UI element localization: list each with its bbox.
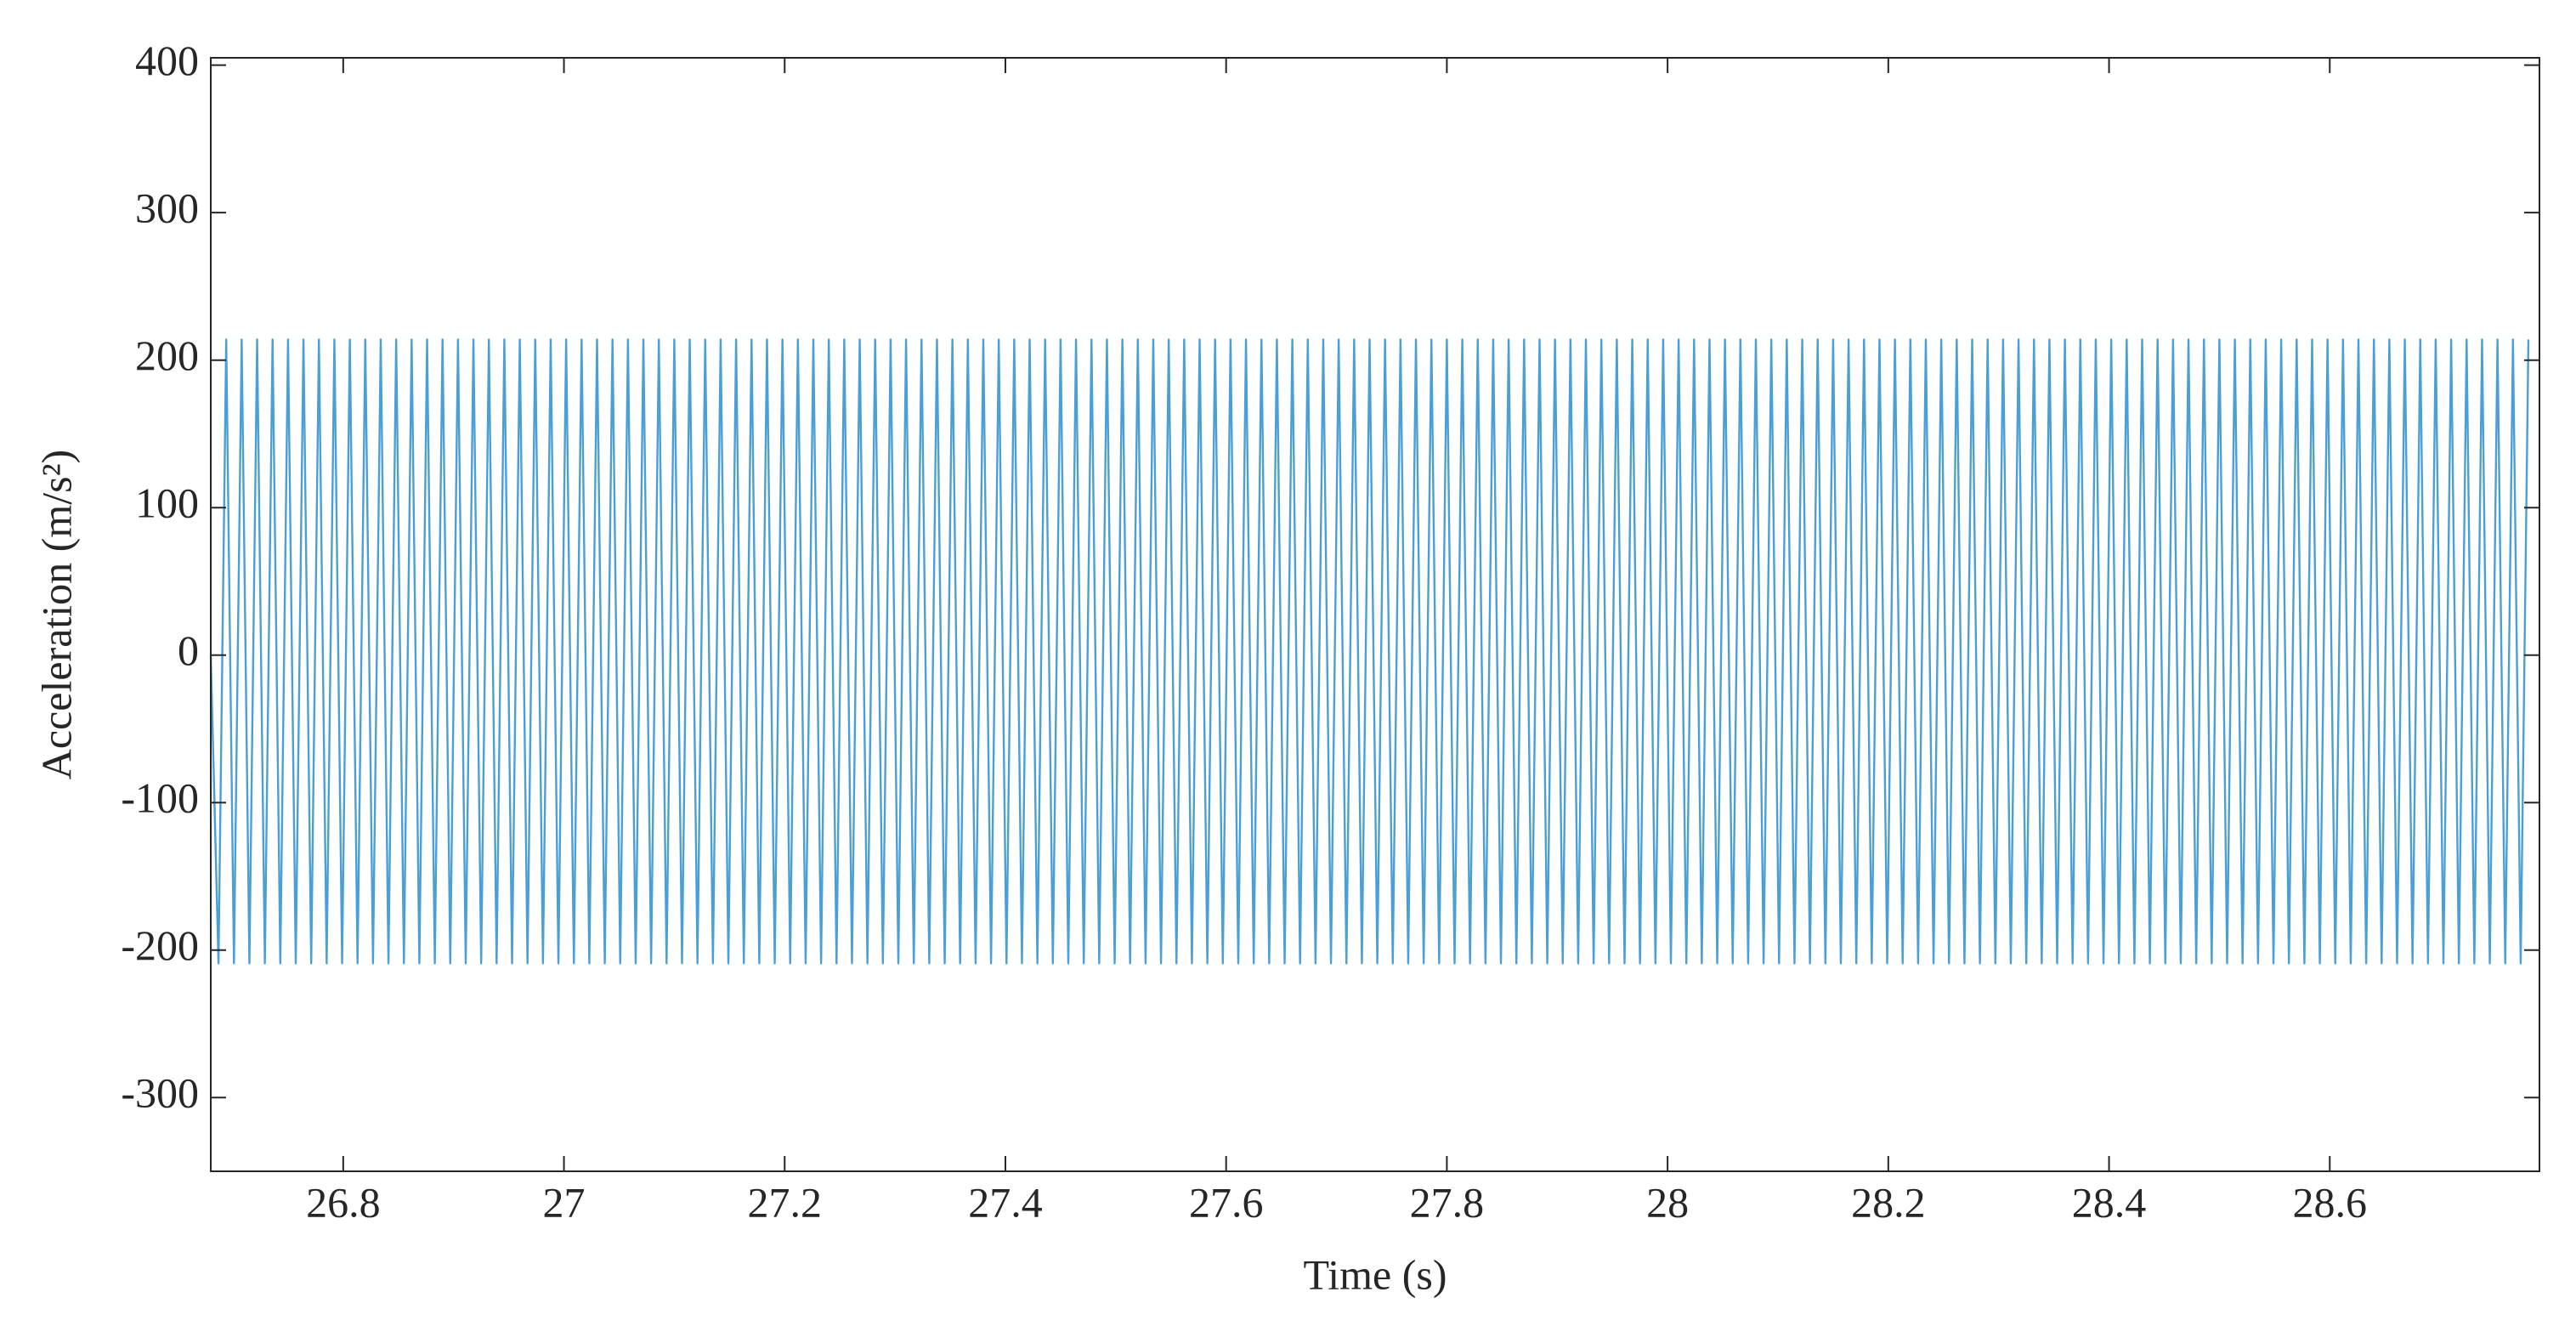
y-tick-label: -100 [121, 774, 199, 822]
x-tick-label: 27.6 [1189, 1178, 1264, 1226]
y-tick-label: 400 [135, 37, 199, 84]
x-tick-label: 28 [1646, 1178, 1689, 1226]
x-tick-label: 27 [543, 1178, 586, 1226]
x-tick-label: 27.4 [968, 1178, 1043, 1226]
y-tick-label: 0 [178, 626, 199, 674]
x-tick-label: 27.8 [1410, 1178, 1485, 1226]
x-tick-label: 27.2 [748, 1178, 823, 1226]
y-axis-label: Acceleration (m/s²) [32, 450, 80, 779]
y-tick-label: 100 [135, 479, 199, 527]
y-tick-label: 200 [135, 332, 199, 379]
y-tick-label: -300 [121, 1069, 199, 1117]
x-tick-label: 28.4 [2072, 1178, 2147, 1226]
data-line [209, 338, 2530, 965]
x-tick-label: 26.8 [306, 1178, 381, 1226]
x-tick-label: 28.6 [2293, 1178, 2368, 1226]
plot-frame [210, 57, 2540, 1172]
y-tick-label: -200 [121, 921, 199, 969]
y-tick-label: 300 [135, 184, 199, 232]
x-tick-label: 28.2 [1851, 1178, 1926, 1226]
x-axis-label: Time (s) [1303, 1250, 1447, 1298]
